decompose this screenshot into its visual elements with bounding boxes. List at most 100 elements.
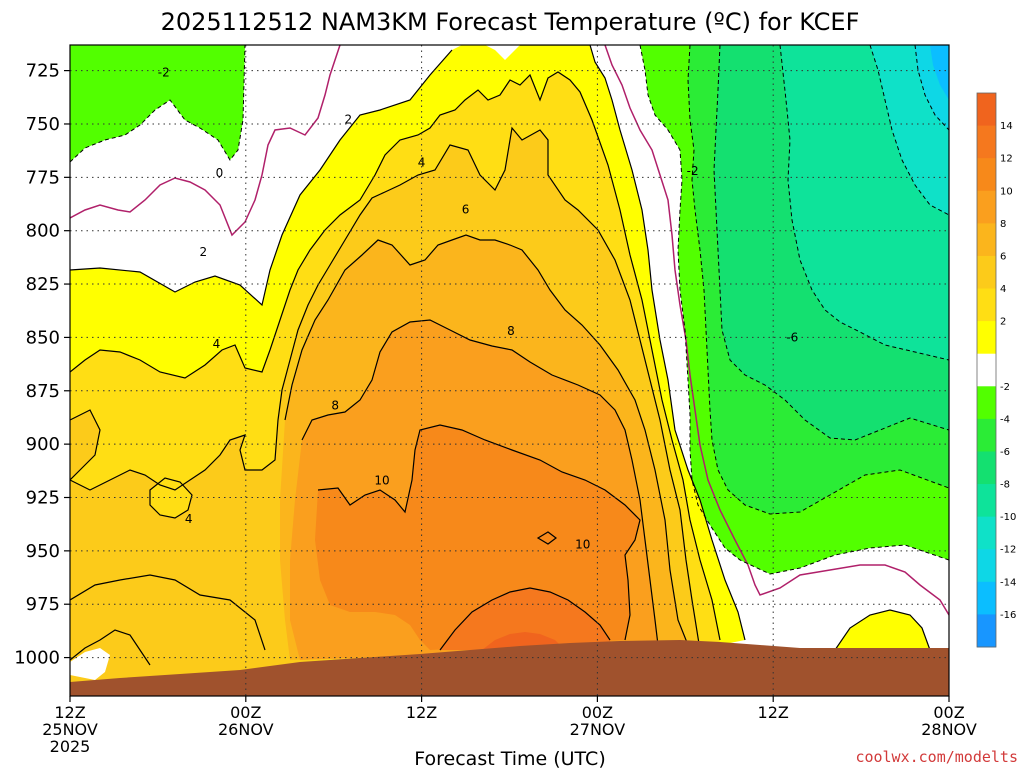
contour-minus10 [869, 45, 949, 216]
contour-minus12 [914, 45, 949, 131]
x-tick-label: 12Z [54, 703, 85, 722]
x-tick-label: 25NOV [42, 720, 98, 739]
terrain-ground [70, 640, 949, 696]
contour-label: 2 [345, 113, 353, 127]
y-tick-label: 825 [26, 274, 60, 295]
contour-label: 8 [331, 399, 339, 413]
contour-label: 8 [507, 324, 515, 338]
contour-label: 2 [199, 245, 207, 259]
y-tick-label: 875 [26, 381, 60, 402]
contour-label: 4 [185, 512, 193, 526]
band-right-yellow-bubble [835, 610, 930, 650]
x-tick-label: 12Z [758, 703, 789, 722]
colorbar-label: -14 [1000, 577, 1016, 588]
colorbar-label: 6 [1000, 251, 1006, 262]
contour-labels: -2 2 0 4 -2 6 2 8 -6 4 8 10 4 10 [158, 66, 798, 552]
contour-6 [70, 126, 701, 651]
colorbar-band [977, 418, 996, 452]
colorbar-label: 14 [1000, 121, 1013, 132]
colorbar-band [977, 451, 996, 485]
contour-label: 0 [216, 166, 224, 180]
colorbar-band [977, 549, 996, 583]
colorbar-label: -2 [1000, 382, 1010, 393]
colorbar-band [977, 581, 996, 615]
x-tick-label: 12Z [406, 703, 437, 722]
x-tick-label: 2025 [50, 737, 91, 756]
colorbar-label: -4 [1000, 414, 1010, 425]
colorbar-band [977, 190, 996, 224]
x-tick-label: 00Z [230, 703, 261, 722]
contour-10-bubble [536, 531, 557, 545]
colorbar-label: 8 [1000, 219, 1006, 230]
contour-label: -6 [786, 330, 798, 344]
contour-right-bubble [834, 609, 931, 651]
colorbar-label: 2 [1000, 317, 1006, 328]
band-left-green-pocket [70, 45, 245, 162]
contour-minus8 [779, 45, 949, 361]
contour-minus4 [687, 45, 949, 515]
y-tick-label: 925 [26, 487, 60, 508]
y-tick-label: 725 [26, 61, 60, 82]
colorbar-band [977, 321, 996, 355]
contour-4-left-bubble [70, 409, 101, 481]
x-tick-label: 28NOV [921, 720, 977, 739]
y-tick-label: 750 [26, 114, 60, 135]
contour-label: 10 [575, 537, 590, 551]
y-tick-label: 900 [26, 434, 60, 455]
band-12-to-14 [440, 588, 612, 650]
band-left-lower-white [70, 648, 110, 680]
contour-label: 6 [462, 202, 470, 216]
colorbar-label: 10 [1000, 186, 1013, 197]
band-10-to-12 [315, 425, 640, 650]
colorbar-band [977, 223, 996, 257]
colorbar-band [977, 255, 996, 290]
colorbar-band [977, 353, 996, 387]
colorbar-label: -16 [1000, 610, 1016, 621]
contour-4 [70, 71, 721, 641]
colorbar-frame [976, 92, 997, 648]
contour-label: -2 [687, 164, 699, 178]
colorbar: 14 12 10 8 6 4 2 -2 -4 -6 -8 -10 -12 -14 -16 [976, 92, 1016, 648]
contour-lines-cold [70, 45, 949, 575]
y-tick-label: 800 [26, 221, 60, 242]
y-tick-label: 950 [26, 541, 60, 562]
colorbar-band [977, 125, 996, 159]
contour-0-left [70, 45, 341, 237]
colorbar-label: 12 [1000, 154, 1013, 165]
credit-text: coolwx.com/modelts [855, 748, 1018, 766]
colorbar-band [977, 516, 996, 550]
contour-12 [439, 587, 611, 651]
contour-8 [284, 234, 691, 651]
contour-8b [301, 319, 659, 646]
x-tick-label: 00Z [582, 703, 613, 722]
plot-frame [69, 44, 950, 697]
colorbar-band [977, 288, 996, 322]
contour-10 [317, 424, 641, 641]
colorbar-band [977, 158, 996, 192]
contour-label: -2 [158, 66, 170, 80]
band-minus14-to-minus16 [930, 45, 949, 100]
colorbar-label: -8 [1000, 480, 1010, 491]
band-4-to-6 [70, 410, 100, 480]
y-tick-label: 850 [26, 327, 60, 348]
colorbar-label: 4 [1000, 284, 1006, 295]
y-tick-label: 775 [26, 167, 60, 188]
contour-zero-lines [70, 45, 949, 616]
grid-lines [70, 45, 949, 696]
colorbar-band [977, 93, 996, 127]
contour-2 [70, 45, 746, 641]
x-tick-label: 00Z [933, 703, 964, 722]
colorbar-band [977, 386, 996, 420]
x-axis-label: Forecast Time (UTC) [414, 748, 605, 768]
colorbar-label: -10 [1000, 512, 1016, 523]
contour-minus2-left [70, 45, 246, 163]
x-tick-label: 26NOV [218, 720, 274, 739]
colorbar-label: -6 [1000, 447, 1010, 458]
plot-area: -2 2 0 4 -2 6 2 8 -6 4 8 10 4 10 [70, 45, 949, 696]
contour-label: 4 [418, 155, 426, 169]
colorbar-label: -12 [1000, 545, 1016, 556]
contour-2-lower-left [70, 629, 151, 666]
x-tick-label: 27NOV [570, 720, 626, 739]
